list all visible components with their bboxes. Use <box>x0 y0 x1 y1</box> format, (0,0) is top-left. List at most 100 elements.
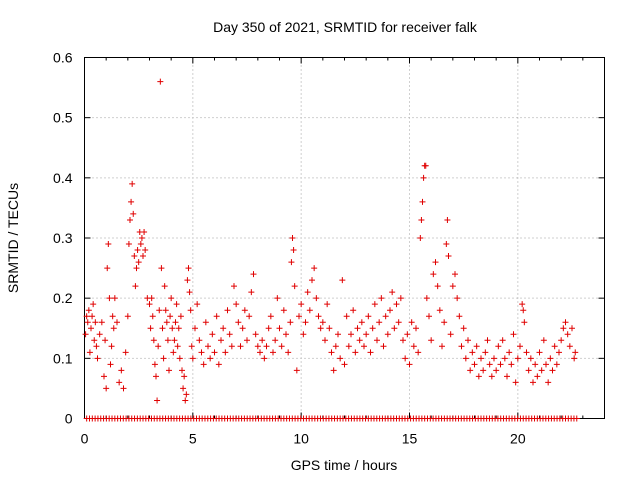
data-point <box>124 313 131 320</box>
data-point <box>298 301 305 308</box>
data-point <box>133 265 140 272</box>
data-point <box>153 373 159 380</box>
data-point <box>480 367 487 374</box>
data-point <box>276 325 283 332</box>
data-point <box>110 325 117 332</box>
data-point <box>371 301 378 308</box>
data-point <box>545 379 552 386</box>
data-point <box>172 319 179 326</box>
data-point <box>233 301 240 308</box>
data-point <box>194 301 201 308</box>
data-point <box>141 228 148 235</box>
data-point <box>486 361 493 368</box>
data-point <box>125 241 132 248</box>
data-point <box>306 307 313 314</box>
data-point <box>161 283 168 290</box>
data-point <box>423 295 430 302</box>
data-point <box>447 331 454 338</box>
data-point <box>90 301 97 308</box>
data-point <box>293 367 300 374</box>
x-tick-label: 0 <box>81 431 89 447</box>
data-point <box>367 349 374 356</box>
data-point <box>92 319 99 326</box>
data-point <box>202 319 209 326</box>
data-point <box>510 331 517 338</box>
data-point <box>562 319 569 326</box>
data-point <box>148 295 155 302</box>
data-point <box>96 331 103 338</box>
data-point <box>410 343 417 350</box>
data-point <box>186 289 193 296</box>
data-point <box>326 325 333 332</box>
data-point <box>540 337 547 344</box>
data-point <box>149 313 156 320</box>
data-point <box>378 295 385 302</box>
data-point <box>564 331 571 338</box>
data-point <box>289 235 296 241</box>
data-point <box>83 313 90 320</box>
y-tick-label: 0 <box>65 411 73 427</box>
data-point <box>114 319 120 326</box>
data-point <box>222 349 229 356</box>
data-point <box>469 349 476 356</box>
data-point <box>158 265 165 272</box>
data-point <box>177 313 184 320</box>
data-point <box>449 283 456 290</box>
data-point <box>250 271 257 278</box>
data-point <box>257 349 263 356</box>
data-point <box>365 313 372 320</box>
data-point <box>462 355 469 362</box>
data-point <box>413 325 419 332</box>
data-point <box>569 325 575 332</box>
data-point <box>168 295 175 302</box>
data-point <box>175 325 182 332</box>
data-point <box>109 313 116 320</box>
data-point <box>382 313 389 320</box>
data-point <box>536 349 543 356</box>
data-point <box>553 361 560 368</box>
data-point <box>154 397 161 404</box>
x-tick-label: 10 <box>293 431 309 447</box>
data-point <box>283 331 289 338</box>
data-point <box>499 337 506 344</box>
data-point <box>430 271 437 278</box>
data-point <box>473 343 480 350</box>
data-point <box>521 319 528 326</box>
data-point <box>572 349 579 356</box>
data-point <box>404 331 411 338</box>
data-point <box>155 343 162 350</box>
x-tick-label: 5 <box>189 431 197 447</box>
data-point <box>137 241 144 248</box>
data-point <box>98 319 105 326</box>
data-point <box>140 253 146 260</box>
data-point <box>159 325 166 332</box>
data-point <box>213 313 220 320</box>
data-point <box>523 349 530 356</box>
data-point <box>270 349 276 356</box>
data-point <box>525 367 532 374</box>
data-point <box>374 337 380 344</box>
y-tick-label: 0.5 <box>53 110 73 126</box>
data-point <box>408 319 415 326</box>
data-point <box>146 301 153 308</box>
data-point <box>352 349 359 356</box>
data-point <box>239 325 246 332</box>
data-point <box>530 379 536 386</box>
data-point <box>89 313 96 320</box>
data-point <box>444 216 451 223</box>
data-point <box>335 331 341 338</box>
data-point <box>296 313 302 320</box>
data-point <box>309 277 315 284</box>
data-point <box>560 325 567 332</box>
data-point <box>173 301 180 308</box>
x-axis-label: GPS time / hours <box>291 457 398 473</box>
data-point <box>86 349 93 356</box>
data-point <box>156 307 163 314</box>
data-point <box>417 235 424 241</box>
data-point <box>465 337 471 344</box>
data-point <box>131 253 138 260</box>
data-point <box>288 259 295 266</box>
data-point <box>183 391 190 398</box>
data-point <box>508 361 515 368</box>
